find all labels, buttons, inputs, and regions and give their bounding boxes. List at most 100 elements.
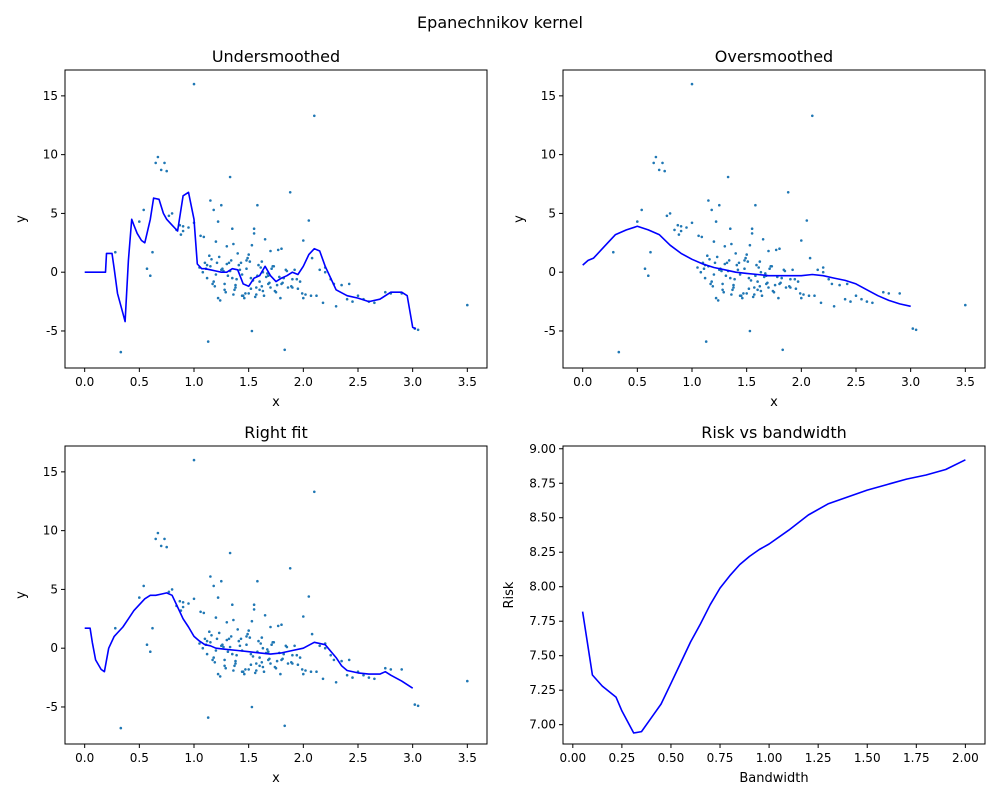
scatter-point [737,261,741,265]
x-tick-label: 0.0 [573,375,592,389]
scatter-point [755,263,758,267]
scatter-point [272,265,276,268]
scatter-point [260,260,264,263]
scatter-point [217,255,221,259]
scatter-point [170,588,174,591]
x-tick-label: 3.0 [901,375,920,389]
scatter-point [690,221,694,225]
scatter-point [266,648,269,651]
scatter-point [768,267,771,271]
x-tick-label: 1.5 [737,375,756,389]
scatter-point [298,656,302,659]
x-tick-label: 3.0 [403,375,422,389]
scatter-point [238,644,242,648]
scatter-point [280,658,283,662]
scatter-point [247,629,250,632]
scatter-point [229,259,233,262]
scatter-point [367,676,371,679]
scatter-point [887,292,891,295]
scatter-point [721,282,724,286]
scatter-point [283,348,287,352]
scatter-series [114,458,469,730]
scatter-point [347,658,351,662]
x-tick-label: 1.50 [854,751,881,765]
scatter-point [685,226,688,229]
scatter-point [288,567,292,570]
scatter-point [278,275,281,279]
scatter-point [819,301,823,305]
scatter-point [138,596,141,599]
scatter-point [262,670,266,673]
x-tick-label: 1.25 [805,751,832,765]
scatter-point [756,280,759,283]
scatter-point [743,267,746,271]
scatter-point [302,239,305,242]
scatter-point [216,296,220,300]
scatter-point [849,300,852,303]
scatter-point [466,679,469,683]
y-tick-label: 0 [50,265,58,279]
scatter-point [676,223,680,227]
scatter-point [782,268,786,272]
scatter-point [747,276,751,280]
scatter-point [240,273,244,276]
scatter-point [233,664,236,668]
scatter-point [636,220,639,223]
y-tick-label: 0 [50,641,58,655]
y-axis-label: y [512,215,527,223]
scatter-point [732,283,735,287]
scatter-point [223,288,226,292]
x-tick-label: 1.5 [239,375,258,389]
scatter-point [252,608,256,611]
scatter-point [227,261,231,265]
x-tick-label: 0.75 [707,751,734,765]
figure-title: Epanechnikov kernel [417,13,583,32]
scatter-point [295,653,299,657]
scatter-point [773,283,777,287]
scatter-point [243,672,246,676]
scatter-point [261,646,265,650]
scatter-point [209,199,212,202]
scatter-point [269,625,272,629]
scatter-point [263,614,267,617]
scatter-point [690,82,694,86]
y-tick-label: 7.00 [529,718,556,732]
scatter-point [233,288,236,292]
y-axis-label: Risk [502,581,517,608]
scatter-point [713,261,717,265]
scatter-point [310,632,314,636]
y-tick-label: 15 [43,465,58,479]
scatter-point [269,662,272,665]
scatter-point [821,270,825,274]
scatter-point [911,327,915,330]
scatter-point [235,653,238,657]
x-tick-label: 2.0 [294,375,313,389]
scatter-point [235,277,238,281]
scatter-point [145,643,149,646]
scatter-point [730,293,733,296]
scatter-point [373,677,376,681]
scatter-point [843,297,847,301]
scatter-point [723,262,727,266]
axes-frame [562,69,986,369]
scatter-point [296,663,300,666]
scatter-point [291,662,294,665]
scatter-point [280,282,283,286]
subplot-title: Risk vs bandwidth [701,423,847,442]
x-tick-label: 0.50 [658,751,685,765]
scatter-point [811,114,814,118]
scatter-point [340,283,343,287]
scatter-point [334,305,338,308]
scatter-point [389,668,393,671]
scatter-point [232,242,235,246]
scatter-point [318,268,322,272]
scatter-point [830,282,834,286]
scatter-point [882,290,885,294]
scatter-point [323,646,327,650]
scatter-point [163,537,166,541]
scatter-point [302,296,305,300]
scatter-point [816,268,819,272]
scatter-point [413,703,417,706]
scatter-point [257,639,260,643]
scatter-point [796,280,800,283]
